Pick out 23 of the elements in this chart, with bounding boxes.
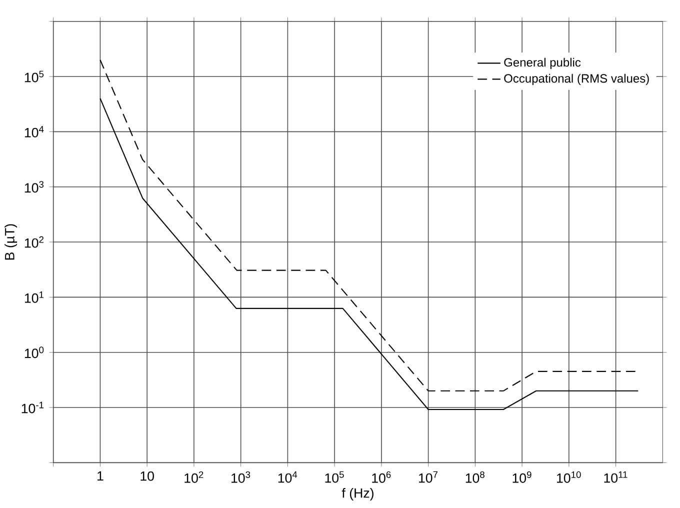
y-tick-label: 10$^{3}$ [24,181,44,193]
y-tick-label: 10$^{5}$ [24,70,44,82]
x-tick-label: 10$^{8}$ [466,471,484,483]
x-tick-label: 10$^{4}$ [278,471,298,483]
x-axis-title: f (Hz) [342,488,374,500]
x-tick-label: 10$^{3}$ [232,471,250,483]
x-tick-label: 10$^{2}$ [184,471,204,483]
legend-label: General public [504,58,581,70]
y-tick-label: 10$^{2}$ [24,236,44,248]
y-tick-label: 10$^{-1}$ [22,402,44,414]
y-tick-label: 10$^{1}$ [24,291,44,303]
y-tick-label: 10$^{0}$ [24,346,44,358]
x-tick-label: 1 [98,471,104,481]
x-tick-label: 10$^{11}$ [604,471,628,483]
x-tick-label: 10$^{10}$ [557,471,581,483]
x-tick-label: 10$^{9}$ [512,471,532,483]
x-tick-label: 10 [140,471,154,481]
y-axis-title: B (µT) [4,224,18,260]
legend-label: Occupational (RMS values) [504,74,649,86]
x-tick-label: 10$^{5}$ [325,471,344,483]
y-tick-label: 10$^{4}$ [24,126,44,138]
x-tick-label: 10$^{7}$ [418,471,438,483]
x-tick-label: 10$^{6}$ [372,471,391,483]
